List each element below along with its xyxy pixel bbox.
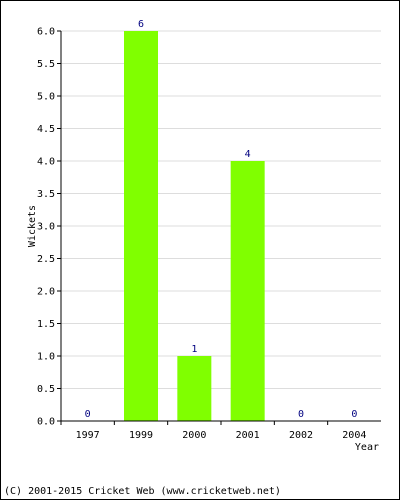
data-label: 4 [245, 149, 251, 160]
y-tick-label: 4.0 [37, 157, 55, 168]
copyright-text: (C) 2001-2015 Cricket Web (www.cricketwe… [4, 486, 281, 497]
x-tick-label: 2004 [342, 430, 366, 441]
x-tick-label: 1997 [76, 430, 100, 441]
y-tick-label: 1.0 [37, 352, 55, 363]
data-label: 0 [351, 409, 357, 420]
y-tick-label: 3.0 [37, 222, 55, 233]
y-tick-label: 0.5 [37, 384, 55, 395]
bar [230, 161, 265, 421]
data-label: 6 [138, 19, 144, 30]
x-axis-label: Year [355, 442, 379, 453]
y-tick-label: 2.0 [37, 287, 55, 298]
y-tick-label: 5.5 [37, 59, 55, 70]
data-label: 1 [191, 344, 197, 355]
wickets-by-year-chart: 0.0 0.5 1.0 1.5 2.0 2.5 3.0 3.5 4.0 4.5 5.0 5.5 6.0 0… [27, 19, 381, 453]
data-label: 0 [85, 409, 91, 420]
y-tick-label: 5.0 [37, 92, 55, 103]
x-tick-label: 2000 [182, 430, 206, 441]
x-tick-label: 2002 [289, 430, 313, 441]
bar [124, 31, 158, 421]
y-tick-label: 0.0 [37, 417, 55, 428]
data-label: 0 [298, 409, 304, 420]
x-tick-label: 1999 [129, 430, 153, 441]
y-tick-label: 4.5 [37, 124, 55, 135]
y-tick-label: 1.5 [37, 319, 55, 330]
x-tick-label: 2001 [236, 430, 260, 441]
y-axis-label: Wickets [27, 205, 38, 247]
bar [177, 356, 212, 421]
y-tick-label: 3.5 [37, 189, 55, 200]
y-tick-label: 6.0 [37, 27, 55, 38]
y-tick-label: 2.5 [37, 254, 55, 265]
